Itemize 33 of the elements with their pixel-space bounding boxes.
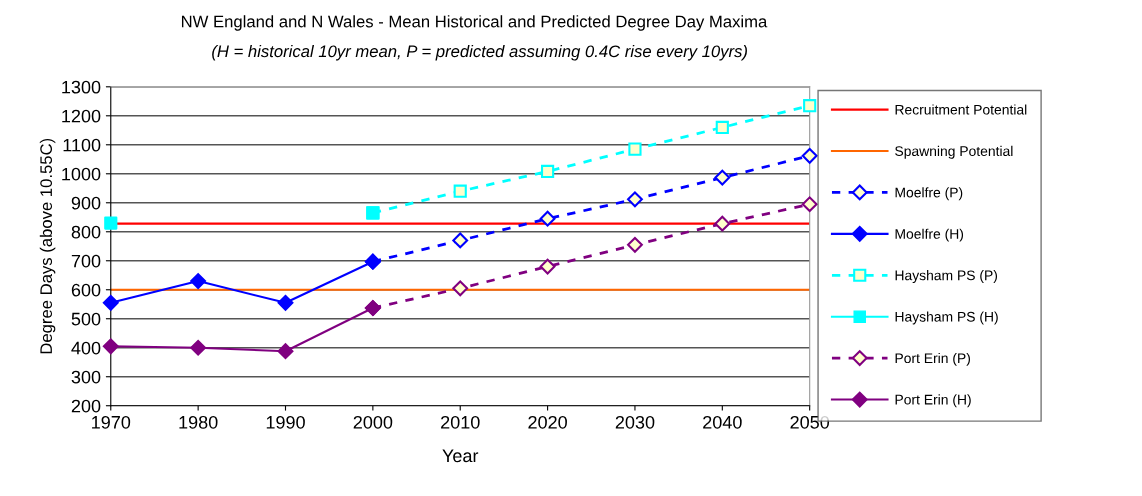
legend-label: Haysham PS (H)	[895, 311, 998, 325]
x-tick-label: 2000	[353, 415, 393, 429]
x-tick-label: 1990	[266, 415, 305, 429]
legend-label: Moelfre (H)	[895, 228, 964, 242]
x-tick-label: 1970	[92, 415, 131, 429]
x-tick-label: 2050	[790, 415, 830, 429]
legend-label: Recruitment Potential	[895, 104, 1027, 115]
chart-title: NW England and N Wales - Mean Historical and Predicted Degree Day Maxima	[181, 15, 768, 31]
y-tick-label: 600	[71, 283, 101, 297]
x-tick-label: 2020	[528, 415, 567, 429]
y-tick-label: 1300	[62, 80, 101, 94]
legend-label: Spawning Potential	[895, 145, 1013, 159]
legend-label: Haysham PS (P)	[895, 270, 998, 284]
y-tick-label: 1200	[62, 109, 101, 123]
y-tick-label: 300	[71, 370, 101, 384]
legend-label: Port Erin (H)	[895, 394, 971, 408]
y-tick-label: 700	[71, 254, 101, 268]
x-tick-label: 2030	[615, 415, 655, 429]
y-tick-label: 1000	[62, 167, 101, 181]
x-axis-title: Year	[442, 449, 479, 463]
legend-label: Moelfre (P)	[895, 187, 963, 201]
chart-subtitle: (H = historical 10yr mean, P = predicted assuming 0.4C rise every 10yrs)	[212, 44, 747, 61]
x-tick-label: 2010	[441, 415, 480, 429]
y-tick-label: 200	[71, 399, 101, 413]
legend-label: Port Erin (P)	[895, 352, 970, 366]
x-tick-label: 1980	[179, 415, 218, 429]
x-tick-label: 2040	[703, 415, 742, 429]
y-tick-label: 800	[71, 225, 101, 239]
y-tick-label: 500	[71, 312, 101, 326]
y-tick-label: 400	[71, 341, 101, 355]
y-tick-label: 1100	[63, 138, 101, 152]
y-axis-title: Degree Days (above 10.55C)	[39, 138, 56, 354]
y-tick-label: 900	[71, 196, 101, 210]
